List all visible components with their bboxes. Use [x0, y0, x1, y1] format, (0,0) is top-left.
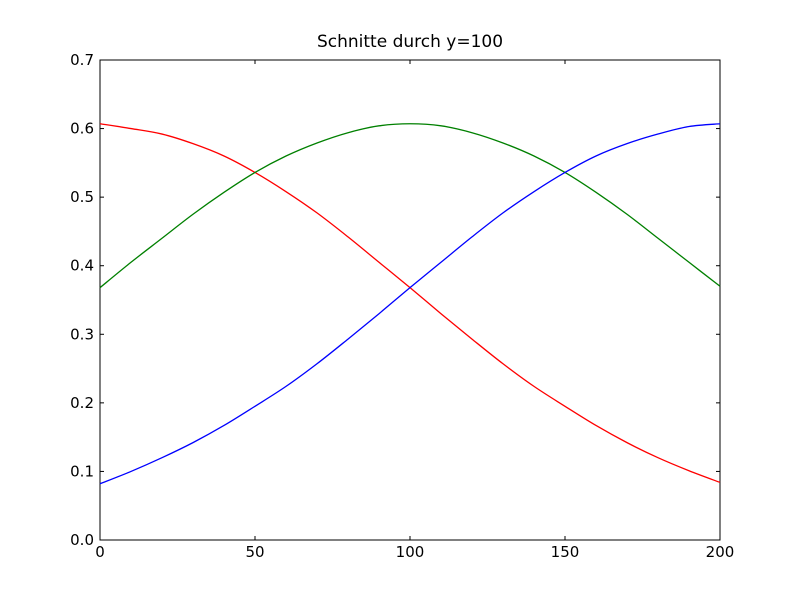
series-layer — [99, 123, 721, 485]
x-tick-label: 50 — [245, 543, 264, 561]
y-tick-label: 0.5 — [70, 188, 94, 206]
x-tick-label: 200 — [706, 543, 735, 561]
x-tick-label: 100 — [396, 543, 425, 561]
x-tick-label: 150 — [551, 543, 580, 561]
chart-title: Schnitte durch y=100 — [317, 32, 503, 52]
y-tick-label: 0.6 — [70, 120, 94, 138]
y-tick-label: 0.3 — [70, 325, 94, 343]
series-line-1 — [99, 123, 721, 289]
y-tick-label: 0.7 — [70, 51, 94, 69]
y-tick-label: 0.4 — [70, 257, 94, 275]
y-tick-label: 0.0 — [70, 531, 94, 549]
series-line-2 — [99, 123, 721, 485]
x-tick-label: 0 — [95, 543, 105, 561]
y-tick-label: 0.2 — [70, 394, 94, 412]
y-tick-label: 0.1 — [70, 462, 94, 480]
ticks-layer: 0 50 100 150 200 0.0 0.1 0.2 0.3 0.4 0.5 0.6 0.7 — [70, 51, 734, 561]
